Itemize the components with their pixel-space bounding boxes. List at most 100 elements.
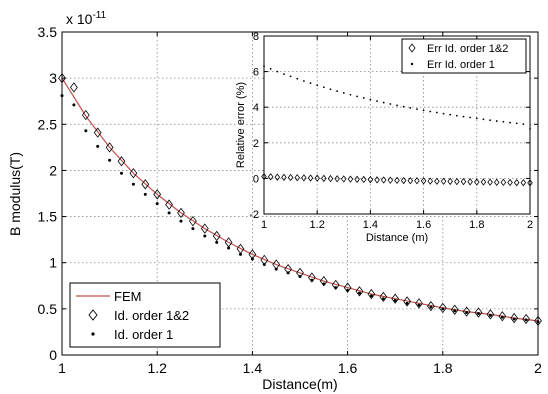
main-series-2-dot-point — [274, 267, 278, 271]
main-legend-fem-label: FEM — [114, 289, 141, 304]
inset-series-0-diamond-point — [267, 173, 274, 181]
main-series-1-diamond-point — [367, 288, 376, 300]
main-y-tick-label: 2.5 — [38, 116, 58, 132]
inset-legend-order12-label: Err Id. order 1&2 — [427, 43, 508, 55]
main-series-2-dot-point — [250, 257, 254, 261]
inset-series-0-diamond-point — [367, 175, 374, 184]
main-series-2-dot-point — [227, 246, 231, 250]
inset-legend-dot-swatch — [410, 62, 414, 66]
main-series-2-dot-point — [262, 263, 266, 267]
inset-legend-diamond-swatch — [408, 43, 416, 53]
inset-series-1-dot-point — [283, 73, 285, 75]
inset-series-0-diamond-point — [480, 178, 487, 186]
inset-series-1-dot-point — [522, 123, 525, 126]
main-series-2-dot-point — [465, 311, 469, 315]
main-series-2-dot-point — [500, 315, 504, 319]
inset-series-1-dot-point — [422, 109, 425, 112]
main-x-tick-label: 1.8 — [433, 360, 453, 376]
inset-series-0-diamond-point — [354, 175, 360, 183]
inset-series-0-diamond-point — [513, 179, 520, 187]
inset-series-0-diamond-point — [361, 175, 367, 184]
inset-series-1-dot-point — [309, 82, 312, 85]
inset-series-1-dot-point — [329, 88, 332, 91]
main-series-1-diamond-point — [308, 272, 316, 283]
inset-series-1-dot-point — [296, 77, 299, 80]
inset-series-1-dot-point — [436, 111, 438, 114]
main-series-2-dot-point — [72, 103, 76, 107]
inset-series-0-diamond-point — [347, 175, 354, 183]
main-series-1-diamond-point — [427, 300, 435, 312]
main-series-2-dot-point — [441, 307, 445, 311]
main-series-2-dot-point — [179, 219, 183, 223]
inset-series-0-diamond-point — [520, 179, 527, 187]
main-y-axis-label: B modulus(T) — [7, 152, 23, 236]
inset-series-0-diamond-point — [414, 177, 420, 185]
inset-x-axis-label: Distance (m) — [366, 232, 428, 244]
main-series-2-dot-point — [120, 171, 123, 175]
inset-series-0-diamond-point — [334, 175, 340, 183]
inset-series-0-diamond-point — [487, 178, 493, 186]
main-y-tick-label: 3 — [49, 70, 57, 86]
main-series-2-dot-point — [191, 227, 195, 231]
main-series-1-diamond-point — [105, 142, 114, 153]
main-series-2-dot-point — [334, 286, 338, 290]
inset-y-tick-label: 4 — [253, 102, 259, 114]
inset-series-0-diamond-point — [327, 174, 334, 183]
main-series-2-dot-point — [108, 158, 112, 162]
main-series-2-dot-point — [453, 309, 457, 313]
main-series-2-dot-point — [203, 234, 207, 238]
inset-series-1-dot-point — [389, 103, 392, 105]
inset-x-tick-label: 1.8 — [469, 219, 484, 231]
inset-x-tick-label: 1.2 — [310, 219, 325, 231]
main-series-2-dot-point — [477, 311, 480, 315]
inset-series-0-diamond-point — [341, 175, 347, 183]
main-series-1-diamond-point — [415, 298, 423, 309]
inset-series-0-diamond-point — [427, 177, 433, 185]
main-series-1-diamond-point — [403, 296, 411, 307]
inset-series-1-dot-point — [409, 107, 412, 109]
inset-series-0-diamond-point — [440, 177, 447, 185]
inset-series-1-dot-point — [369, 98, 372, 101]
main-series-2-dot-point — [346, 288, 350, 292]
main-series-2-dot-point — [239, 252, 242, 256]
inset-series-0-diamond-point — [380, 176, 387, 184]
main-x-tick-label: 2 — [534, 360, 542, 376]
inset-y-tick-label: 8 — [253, 31, 259, 43]
main-series-2-dot-point — [524, 318, 528, 322]
main-series-1-diamond-point — [81, 109, 90, 121]
inset-series-1-dot-point — [515, 122, 518, 125]
main-series-2-dot-point — [393, 299, 397, 303]
main-series-2-dot-point — [84, 129, 88, 133]
inset-x-tick-label: 1.4 — [363, 219, 378, 231]
main-y-exponent-power: -11 — [92, 10, 106, 21]
inset-y-tick-label: -2 — [249, 209, 259, 221]
main-series-1-diamond-point — [93, 127, 102, 138]
inset-series-0-diamond-point — [287, 173, 294, 182]
inset-series-1-dot-point — [276, 70, 279, 73]
main-series-1-diamond-point — [438, 302, 447, 314]
main-legend-dot-swatch — [91, 332, 95, 336]
inset-series-1-dot-point — [455, 114, 458, 117]
inset-series-0-diamond-point — [321, 174, 327, 183]
inset-y-tick-label: 2 — [253, 138, 259, 150]
main-x-tick-label: 1.6 — [338, 360, 358, 376]
inset-series-1-dot-point — [336, 90, 339, 93]
inset-series-0-diamond-point — [434, 177, 440, 185]
main-x-tick-label: 1 — [58, 360, 66, 376]
main-y-exponent: x 10-11 — [66, 10, 107, 27]
inset-series-0-diamond-point — [281, 173, 287, 181]
inset-series-0-diamond-point — [307, 174, 314, 182]
inset-series-1-dot-point — [469, 116, 472, 119]
main-series-2-dot-point — [512, 317, 516, 321]
inset-series-0-diamond-point — [454, 177, 460, 186]
main-y-tick-label: 2 — [49, 162, 57, 178]
inset-series-1-dot-point — [402, 105, 405, 108]
main-y-tick-label: 0.5 — [38, 301, 58, 317]
inset-series-0-diamond-point — [301, 174, 307, 182]
main-legend-diamond-swatch — [88, 309, 98, 321]
main-x-tick-label: 1.4 — [243, 360, 263, 376]
inset-series-0-diamond-point — [400, 176, 407, 185]
inset-series-0-diamond-point — [467, 178, 473, 186]
main-series-2-dot-point — [417, 303, 421, 307]
